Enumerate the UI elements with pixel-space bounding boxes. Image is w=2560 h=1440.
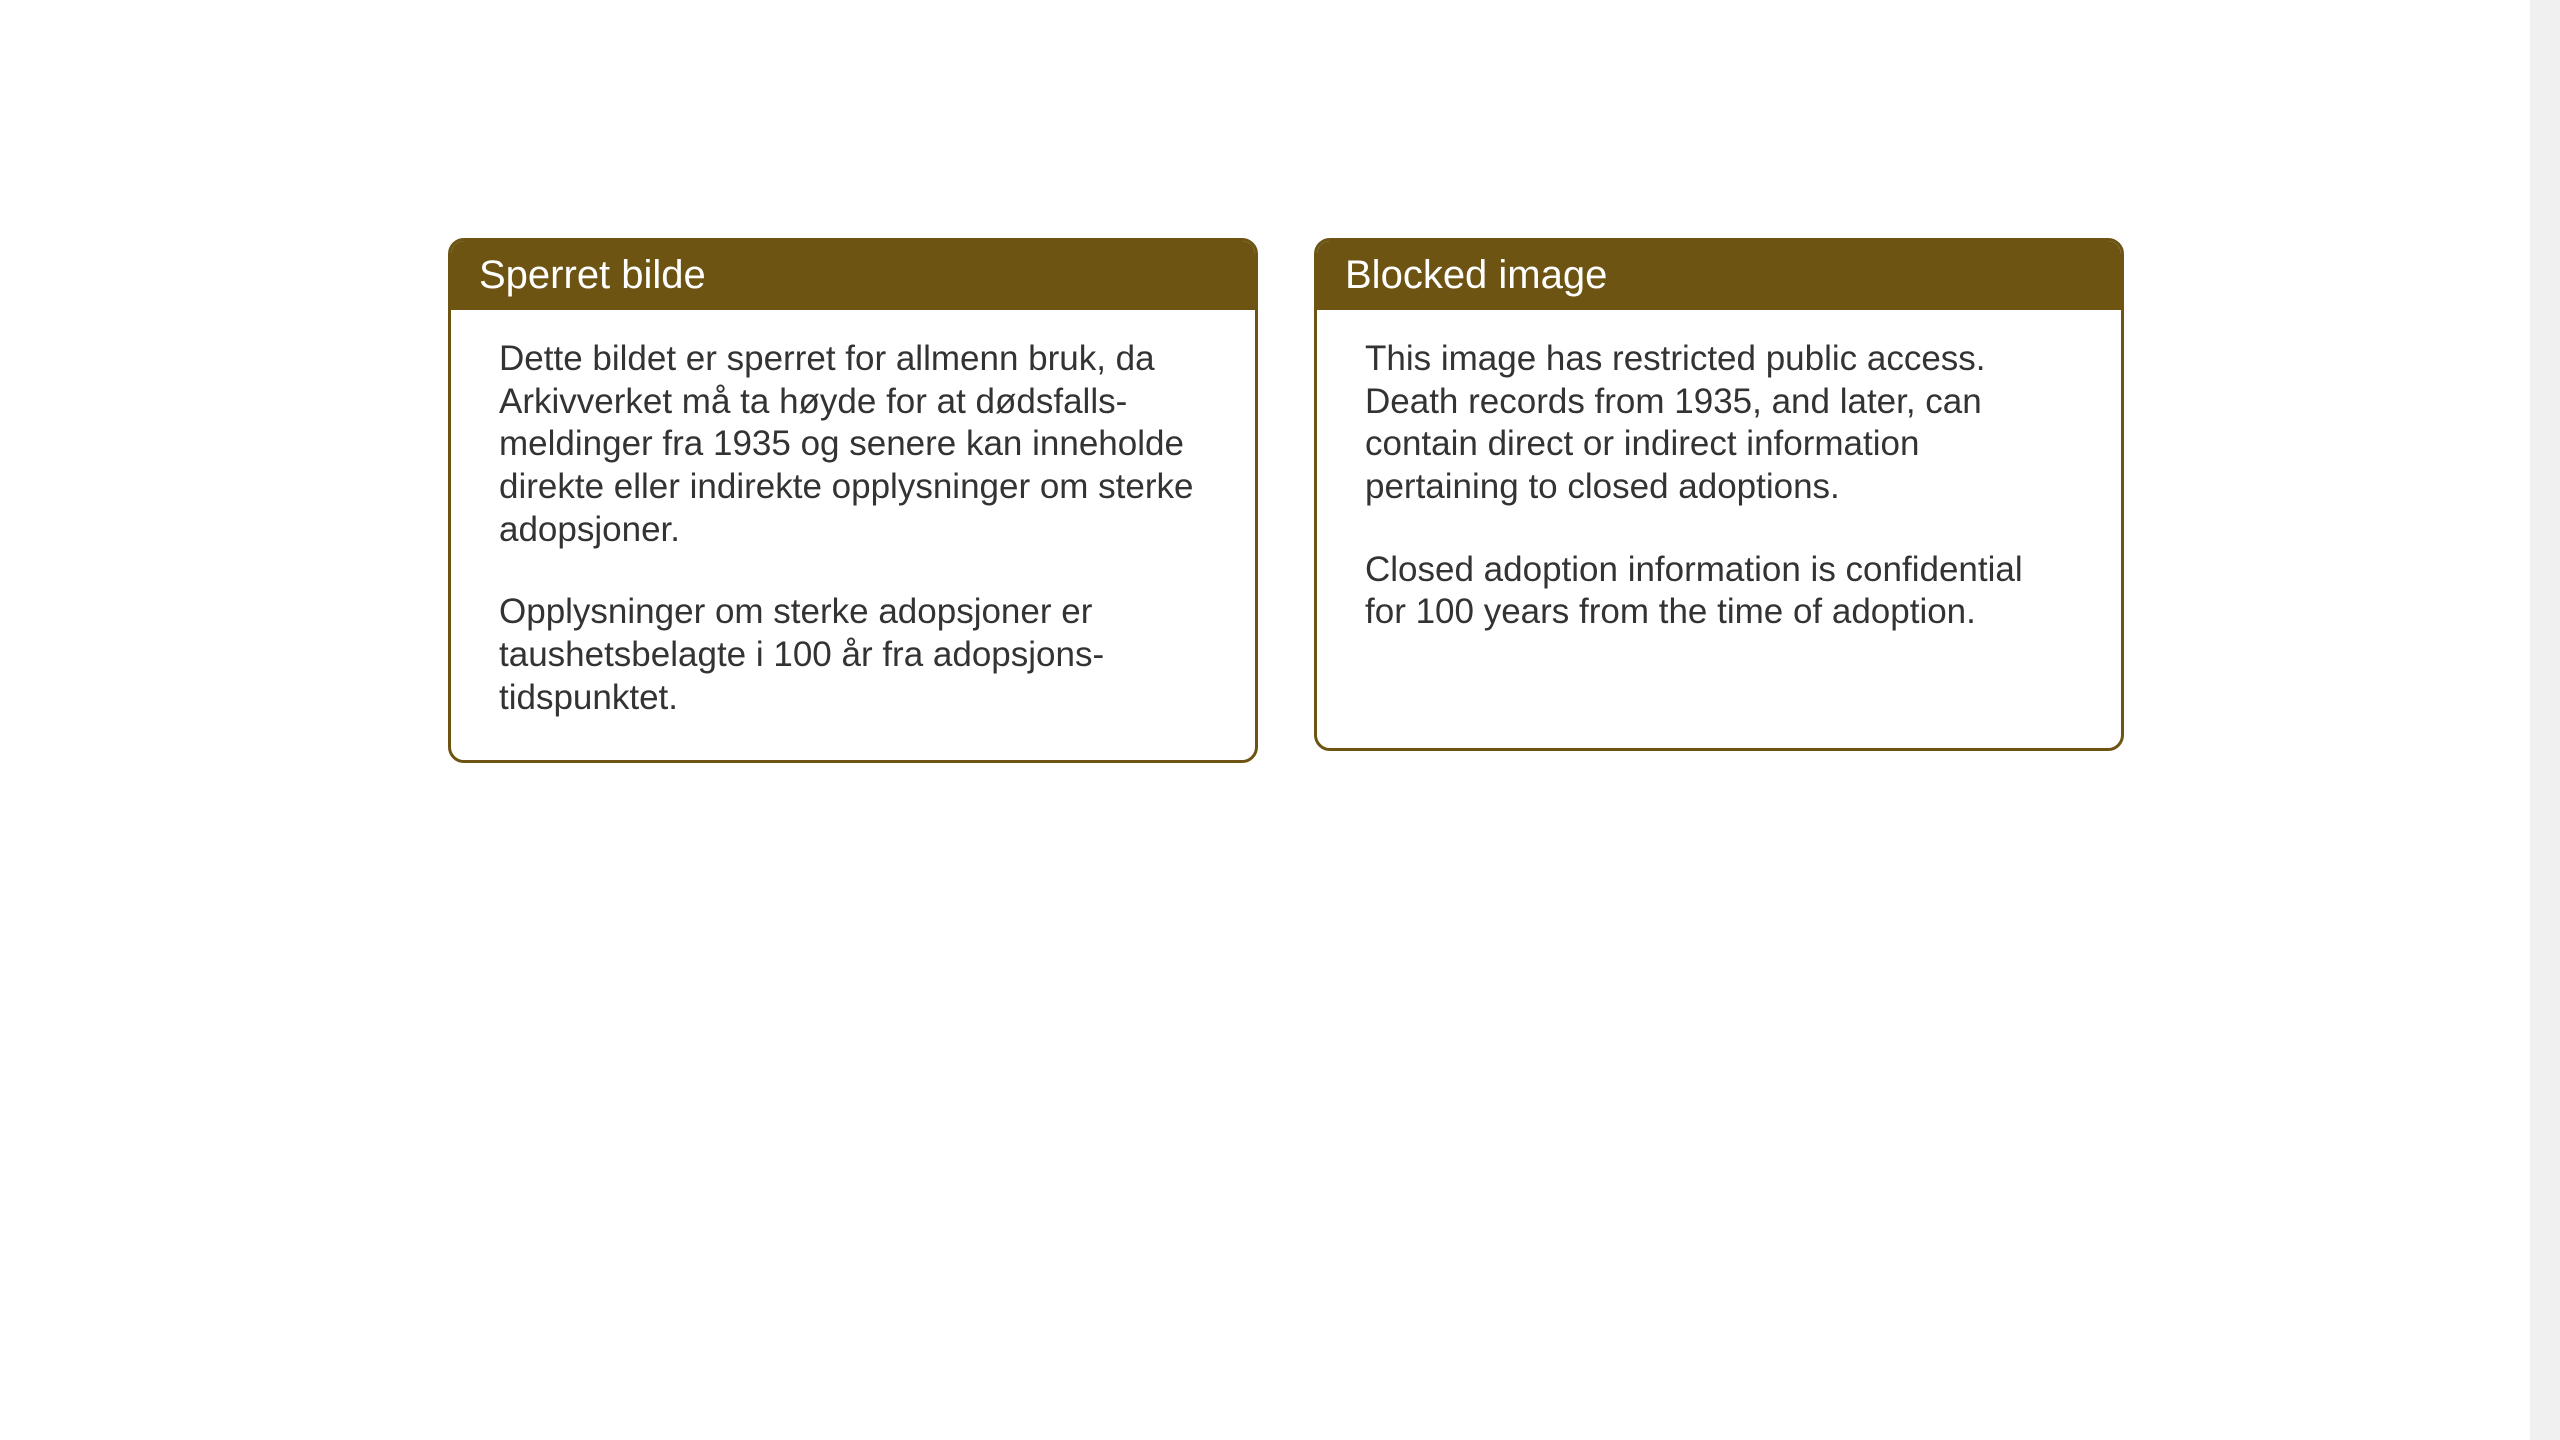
notice-card-english: Blocked image This image has restricted … [1314,238,2124,751]
notice-cards-container: Sperret bilde Dette bildet er sperret fo… [448,238,2124,763]
card-header-english: Blocked image [1317,241,2121,310]
card-title-english: Blocked image [1345,253,1607,297]
card-body-norwegian: Dette bildet er sperret for allmenn bruk… [451,310,1255,760]
card-paragraph-2-norwegian: Opplysninger om sterke adopsjoner er tau… [499,591,1207,719]
card-paragraph-2-english: Closed adoption information is confident… [1365,549,2073,634]
card-paragraph-1-english: This image has restricted public access.… [1365,338,2073,509]
card-body-english: This image has restricted public access.… [1317,310,2121,674]
card-paragraph-1-norwegian: Dette bildet er sperret for allmenn bruk… [499,338,1207,551]
card-title-norwegian: Sperret bilde [479,253,706,297]
notice-card-norwegian: Sperret bilde Dette bildet er sperret fo… [448,238,1258,763]
scrollbar-vertical[interactable] [2530,0,2560,1440]
card-header-norwegian: Sperret bilde [451,241,1255,310]
